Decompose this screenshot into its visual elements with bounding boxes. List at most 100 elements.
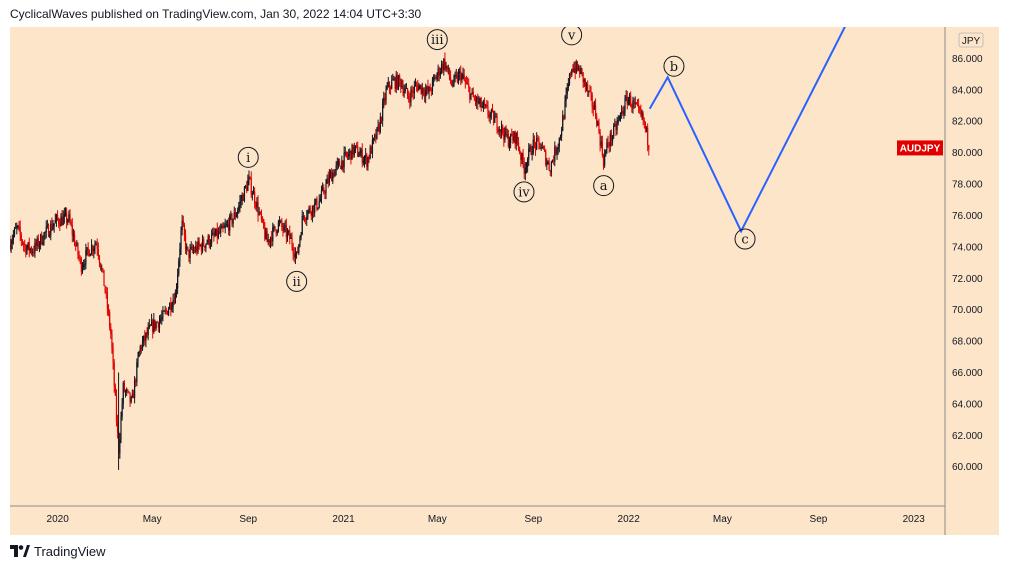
candle-body	[278, 221, 281, 223]
candle-body	[138, 351, 140, 357]
candle-body	[640, 110, 642, 115]
candle-body	[274, 226, 276, 230]
candle-body	[445, 65, 447, 69]
candle-body	[338, 161, 341, 167]
candle-body	[344, 151, 346, 153]
candle-body	[93, 248, 95, 252]
candle-body	[254, 191, 256, 204]
candle-body	[547, 162, 549, 163]
candle-body	[180, 230, 182, 249]
candle-body	[158, 320, 161, 328]
candle-body	[312, 205, 315, 213]
candle-body	[129, 392, 131, 403]
candle-body	[154, 319, 156, 329]
projection-line	[648, 27, 846, 234]
wave-label-circle	[593, 175, 615, 197]
currency-badge: JPY	[958, 32, 984, 48]
candle-body	[608, 145, 610, 147]
candle-body	[144, 335, 146, 341]
candle-body	[317, 207, 319, 209]
candle-body	[246, 186, 248, 191]
candle-body	[370, 147, 372, 154]
candle-body	[60, 216, 62, 227]
footer-brand[interactable]: TradingView	[10, 542, 106, 560]
candle-body	[105, 292, 107, 294]
candle-body	[12, 234, 14, 241]
candle-body	[643, 120, 645, 122]
candle-body	[452, 85, 454, 86]
candle-body	[242, 195, 244, 201]
candle-body	[425, 90, 427, 97]
candle-body	[295, 251, 298, 254]
candle-body	[116, 421, 119, 433]
candle-body	[625, 96, 627, 99]
candle-body	[260, 212, 263, 220]
candle-body	[203, 239, 205, 246]
candle-body	[136, 362, 138, 382]
candle-body	[448, 67, 451, 78]
candle-body	[255, 203, 257, 208]
tradingview-logo-icon	[10, 545, 30, 557]
candle-body	[96, 244, 98, 249]
candle-body	[79, 257, 81, 259]
candle-body	[594, 105, 597, 117]
candle-body	[574, 67, 576, 73]
candle-body	[350, 150, 352, 160]
candle-body	[70, 222, 72, 226]
candle-body	[320, 190, 323, 199]
candle-body	[348, 153, 350, 157]
candle-body	[616, 123, 618, 131]
price-axis[interactable]: 86.000 84.000 82.000 80.000 78.000 76.000 74.0…	[952, 54, 983, 473]
candle-body	[251, 194, 253, 196]
candle-body	[563, 115, 565, 119]
candle-body	[372, 138, 375, 140]
time-tick-label: 2022	[618, 514, 641, 525]
candle-body	[632, 100, 634, 108]
candle-body	[337, 161, 340, 163]
candle-body	[252, 191, 255, 195]
candle-body	[435, 77, 437, 80]
candle-body	[577, 67, 580, 70]
candle-body	[564, 100, 566, 119]
price-tick-label: 82.000	[952, 117, 983, 128]
candle-body	[361, 149, 363, 163]
candle-body	[497, 129, 499, 132]
candle-body	[73, 234, 76, 246]
candle-body	[468, 84, 470, 88]
candle-body	[55, 215, 58, 221]
candle-body	[422, 87, 425, 94]
candle-body	[28, 242, 30, 251]
price-tick-label: 70.000	[952, 305, 983, 316]
candle-body	[571, 69, 573, 76]
candle-body	[355, 145, 358, 147]
candle-body	[546, 162, 548, 165]
candle-body	[635, 102, 637, 105]
candle-body	[543, 148, 546, 151]
candle-body	[504, 127, 506, 140]
candle-body	[499, 129, 502, 132]
candle-body	[272, 227, 274, 242]
candle-body	[299, 237, 301, 245]
candle-body	[521, 153, 523, 160]
time-tick-label: May	[428, 514, 447, 525]
candle-body	[593, 105, 596, 110]
candle-body	[224, 225, 226, 228]
candle-body	[267, 239, 269, 243]
candle-body	[283, 225, 285, 231]
candle-body	[189, 248, 191, 258]
candle-body	[419, 84, 421, 87]
time-axis[interactable]: 2020 May Sep 2021 May Sep 2022 May Sep 2023	[47, 514, 926, 525]
time-tick-label: 2020	[47, 514, 70, 525]
chart-frame[interactable]: i ii iii iv v a b c 86.000 84.000 82.000 80.000 78.…	[10, 27, 999, 535]
candle-body	[591, 94, 593, 107]
candle-body	[562, 115, 564, 131]
candle-body	[291, 237, 293, 247]
candle-body	[135, 380, 137, 382]
candle-body	[409, 99, 411, 103]
candle-body	[10, 243, 12, 250]
candle-body	[307, 210, 309, 217]
candle-body	[19, 226, 21, 235]
candle-body	[122, 382, 124, 405]
candle-body	[460, 71, 462, 81]
